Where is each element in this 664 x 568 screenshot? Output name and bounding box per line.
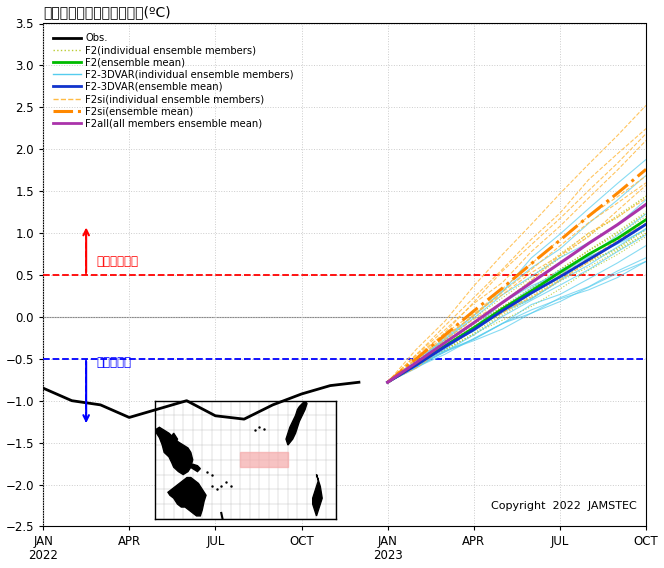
Text: エルニーニョ指数の時系列(ºC): エルニーニョ指数の時系列(ºC) bbox=[43, 6, 171, 19]
Text: Copyright  2022  JAMSTEC: Copyright 2022 JAMSTEC bbox=[491, 502, 637, 511]
Text: エルニーニョ: エルニーニョ bbox=[96, 255, 138, 268]
Legend: Obs., F2(individual ensemble members), F2(ensemble mean), F2-3DVAR(individual en: Obs., F2(individual ensemble members), F… bbox=[51, 31, 295, 131]
Text: ラニーニャ: ラニーニャ bbox=[96, 356, 131, 369]
